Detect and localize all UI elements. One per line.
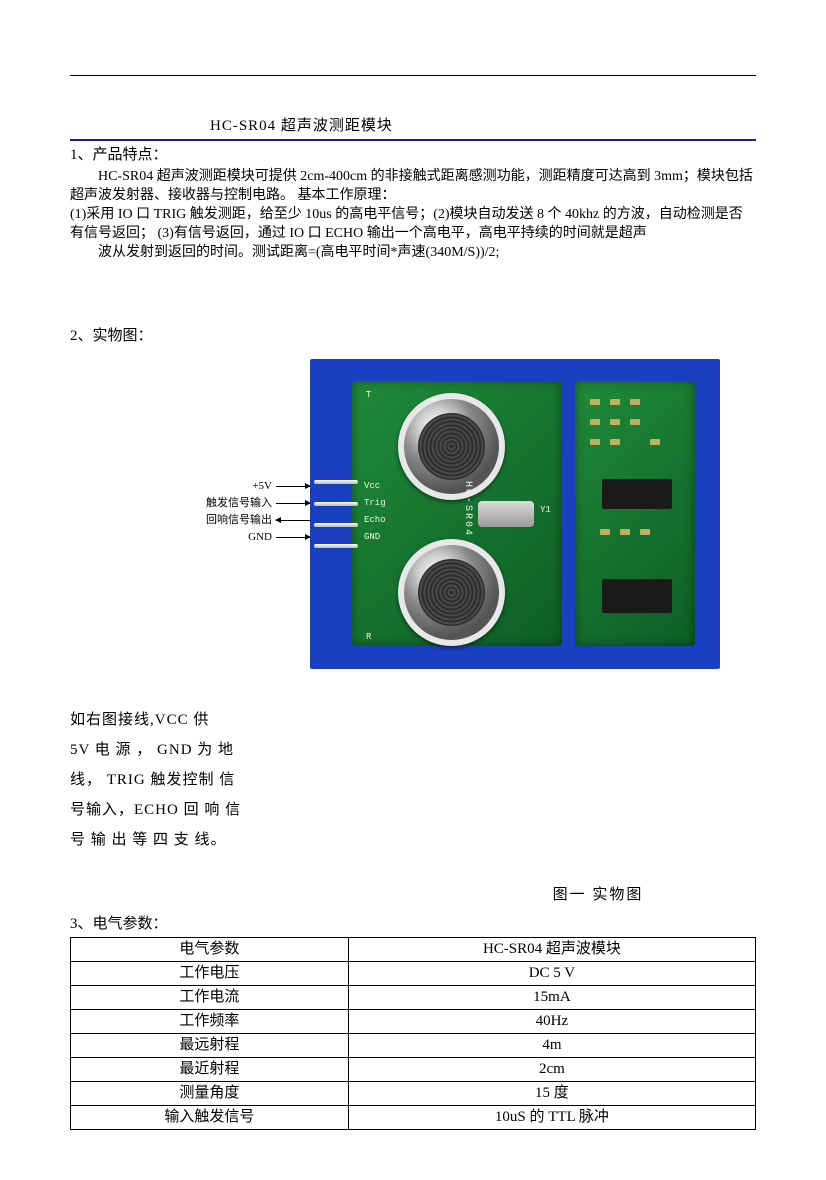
wiring-description: 如右图接线,VCC 供 5V 电 源 ， GND 为 地 线， TRIG 触发控… [70, 705, 350, 855]
smd-icon [610, 419, 620, 425]
table-row: 最远射程 4m [71, 1034, 756, 1058]
doc-title: HC-SR04 超声波测距模块 [70, 116, 756, 141]
table-cell: 15mA [348, 986, 755, 1010]
table-row: 测量角度 15 度 [71, 1082, 756, 1106]
chip-icon [602, 579, 672, 613]
table-cell: 2cm [348, 1058, 755, 1082]
table-row: 最近射程 2cm [71, 1058, 756, 1082]
product-figure: +5V 触发信号输入 回响信号输出 GND [70, 359, 756, 699]
transducer-t [398, 393, 505, 500]
pcb-silk-vcc: Vcc [364, 480, 380, 493]
section-1-para-3: 波从发射到返回的时间。测试距离=(高电平时间*声速(340M/S))/2; [70, 244, 756, 263]
smd-icon [590, 439, 600, 445]
wiring-line: 如右图接线,VCC 供 [70, 705, 350, 735]
pcb-silk-trig: Trig [364, 497, 386, 510]
arrow-icon [276, 520, 310, 521]
smd-icon [630, 419, 640, 425]
table-cell: 工作频率 [71, 1010, 349, 1034]
board-photo: T R Y1 HC-SR04 Vcc Trig Echo GND [310, 359, 720, 669]
arrow-icon [276, 537, 310, 538]
wiring-line: 号输入，ECHO 回 响 信 [70, 795, 350, 825]
header-pins [314, 480, 358, 548]
pcb-silk-gnd: GND [364, 531, 380, 544]
table-cell: 输入触发信号 [71, 1106, 349, 1130]
table-cell: 4m [348, 1034, 755, 1058]
table-cell: 工作电压 [71, 962, 349, 986]
arrow-icon [276, 486, 310, 487]
smd-icon [640, 529, 650, 535]
smd-icon [620, 529, 630, 535]
pcb-silk-y1: Y1 [540, 504, 551, 517]
table-header-cell: HC-SR04 超声波模块 [348, 938, 755, 962]
smd-icon [610, 439, 620, 445]
smd-icon [650, 439, 660, 445]
wiring-line: 5V 电 源 ， GND 为 地 [70, 735, 350, 765]
table-cell: 测量角度 [71, 1082, 349, 1106]
spec-table: 电气参数 HC-SR04 超声波模块 工作电压 DC 5 V 工作电流 15mA… [70, 937, 756, 1130]
table-cell: 最远射程 [71, 1034, 349, 1058]
arrow-icon [276, 503, 310, 504]
smd-icon [600, 529, 610, 535]
table-row: 电气参数 HC-SR04 超声波模块 [71, 938, 756, 962]
table-header-cell: 电气参数 [71, 938, 349, 962]
pin-label-gnd: GND [248, 529, 272, 546]
pin-label-column: +5V 触发信号输入 回响信号输出 GND [180, 478, 310, 546]
top-rule [70, 75, 756, 76]
section-1-para-1: HC-SR04 超声波测距模块可提供 2cm-400cm 的非接触式距离感测功能… [70, 168, 756, 206]
section-2-heading: 2、实物图： [70, 326, 756, 347]
pcb-silk-t: T [366, 389, 371, 402]
smd-icon [610, 399, 620, 405]
transducer-r [398, 539, 505, 646]
table-row: 工作电流 15mA [71, 986, 756, 1010]
crystal [478, 501, 534, 527]
section-3-heading: 3、电气参数： [70, 914, 756, 935]
pcb-silk-model: HC-SR04 [460, 481, 474, 537]
figure-caption: 图一 实物图 [440, 885, 756, 906]
pin-label-echo: 回响信号输出 [206, 512, 272, 529]
pin-label-trig: 触发信号输入 [206, 495, 272, 512]
table-cell: 15 度 [348, 1082, 755, 1106]
table-cell: 10uS 的 TTL 脉冲 [348, 1106, 755, 1130]
pin-label-vcc: +5V [252, 478, 272, 495]
smd-icon [630, 399, 640, 405]
table-cell: DC 5 V [348, 962, 755, 986]
smd-icon [590, 399, 600, 405]
table-row: 工作频率 40Hz [71, 1010, 756, 1034]
table-row: 输入触发信号 10uS 的 TTL 脉冲 [71, 1106, 756, 1130]
table-row: 工作电压 DC 5 V [71, 962, 756, 986]
pcb-silk-r: R [366, 631, 371, 644]
wiring-line: 线， TRIG 触发控制 信 [70, 765, 350, 795]
section-1-heading: 1、产品特点： [70, 145, 756, 166]
table-cell: 40Hz [348, 1010, 755, 1034]
chip-icon [602, 479, 672, 509]
section-1-para-2: (1)采用 IO 口 TRIG 触发测距，给至少 10us 的高电平信号；(2)… [70, 206, 756, 244]
wiring-line: 号 输 出 等 四 支 线。 [70, 825, 350, 855]
table-cell: 工作电流 [71, 986, 349, 1010]
smd-icon [590, 419, 600, 425]
pcb-silk-echo: Echo [364, 514, 386, 527]
table-cell: 最近射程 [71, 1058, 349, 1082]
